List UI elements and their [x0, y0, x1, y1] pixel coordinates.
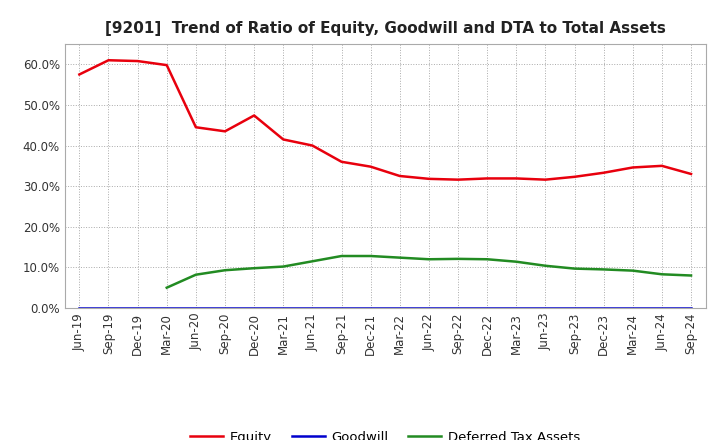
Goodwill	[512, 305, 521, 311]
Deferred Tax Assets	[570, 266, 579, 271]
Goodwill	[483, 305, 492, 311]
Equity	[366, 164, 375, 169]
Deferred Tax Assets	[483, 257, 492, 262]
Goodwill	[308, 305, 317, 311]
Equity	[454, 177, 462, 182]
Goodwill	[366, 305, 375, 311]
Deferred Tax Assets	[512, 259, 521, 264]
Legend: Equity, Goodwill, Deferred Tax Assets: Equity, Goodwill, Deferred Tax Assets	[185, 425, 585, 440]
Goodwill	[220, 305, 229, 311]
Equity	[133, 59, 142, 64]
Equity	[512, 176, 521, 181]
Goodwill	[629, 305, 637, 311]
Deferred Tax Assets	[279, 264, 287, 269]
Equity	[163, 62, 171, 68]
Goodwill	[454, 305, 462, 311]
Equity	[541, 177, 550, 182]
Goodwill	[657, 305, 666, 311]
Deferred Tax Assets	[337, 253, 346, 259]
Goodwill	[163, 305, 171, 311]
Deferred Tax Assets	[454, 256, 462, 261]
Deferred Tax Assets	[599, 267, 608, 272]
Goodwill	[570, 305, 579, 311]
Goodwill	[687, 305, 696, 311]
Goodwill	[133, 305, 142, 311]
Deferred Tax Assets	[308, 259, 317, 264]
Goodwill	[599, 305, 608, 311]
Goodwill	[192, 305, 200, 311]
Equity	[395, 173, 404, 179]
Goodwill	[279, 305, 287, 311]
Goodwill	[541, 305, 550, 311]
Deferred Tax Assets	[163, 285, 171, 290]
Equity	[687, 171, 696, 176]
Equity	[279, 137, 287, 142]
Deferred Tax Assets	[541, 263, 550, 268]
Deferred Tax Assets	[366, 253, 375, 259]
Equity	[629, 165, 637, 170]
Equity	[192, 125, 200, 130]
Line: Deferred Tax Assets: Deferred Tax Assets	[167, 256, 691, 288]
Goodwill	[104, 305, 113, 311]
Deferred Tax Assets	[687, 273, 696, 278]
Deferred Tax Assets	[629, 268, 637, 273]
Equity	[308, 143, 317, 148]
Equity	[220, 128, 229, 134]
Equity	[483, 176, 492, 181]
Goodwill	[395, 305, 404, 311]
Equity	[75, 72, 84, 77]
Goodwill	[75, 305, 84, 311]
Equity	[657, 163, 666, 169]
Deferred Tax Assets	[657, 271, 666, 277]
Goodwill	[425, 305, 433, 311]
Deferred Tax Assets	[395, 255, 404, 260]
Equity	[425, 176, 433, 181]
Goodwill	[337, 305, 346, 311]
Deferred Tax Assets	[425, 257, 433, 262]
Equity	[599, 170, 608, 176]
Equity	[570, 174, 579, 180]
Deferred Tax Assets	[192, 272, 200, 277]
Equity	[104, 58, 113, 63]
Equity	[337, 159, 346, 165]
Deferred Tax Assets	[220, 268, 229, 273]
Title: [9201]  Trend of Ratio of Equity, Goodwill and DTA to Total Assets: [9201] Trend of Ratio of Equity, Goodwil…	[105, 21, 665, 36]
Line: Equity: Equity	[79, 60, 691, 180]
Deferred Tax Assets	[250, 266, 258, 271]
Goodwill	[250, 305, 258, 311]
Equity	[250, 113, 258, 118]
